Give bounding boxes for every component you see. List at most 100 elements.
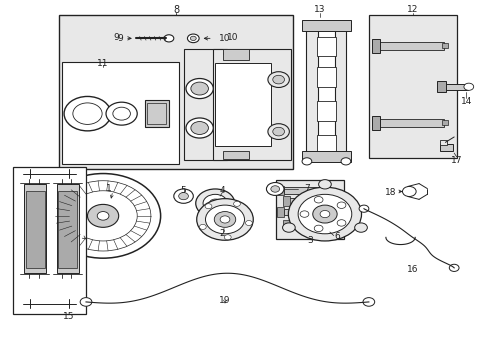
Bar bbox=[215, 63, 271, 146]
Text: 9: 9 bbox=[117, 34, 123, 43]
Text: 6: 6 bbox=[334, 232, 339, 241]
Circle shape bbox=[187, 34, 199, 42]
Bar bbox=[25, 191, 44, 268]
Circle shape bbox=[87, 204, 119, 227]
Bar bbox=[334, 24, 345, 158]
Circle shape bbox=[354, 223, 366, 232]
Circle shape bbox=[69, 191, 137, 241]
Bar bbox=[283, 187, 329, 194]
Text: 10: 10 bbox=[219, 34, 230, 43]
Bar bbox=[436, 81, 445, 92]
Circle shape bbox=[336, 202, 345, 208]
Text: 7: 7 bbox=[304, 184, 309, 193]
Circle shape bbox=[314, 225, 323, 231]
Bar bbox=[378, 42, 444, 50]
Bar bbox=[277, 207, 284, 217]
Circle shape bbox=[185, 78, 213, 99]
Circle shape bbox=[190, 82, 208, 95]
Circle shape bbox=[340, 158, 350, 165]
Bar bbox=[439, 144, 452, 151]
Bar bbox=[144, 100, 168, 127]
Bar bbox=[316, 101, 335, 121]
Text: 11: 11 bbox=[97, 59, 109, 68]
Circle shape bbox=[302, 158, 311, 165]
Bar bbox=[441, 42, 447, 48]
Circle shape bbox=[233, 201, 240, 206]
Bar bbox=[59, 15, 293, 169]
Circle shape bbox=[272, 127, 284, 136]
Circle shape bbox=[267, 124, 289, 139]
Circle shape bbox=[203, 194, 227, 212]
Text: 19: 19 bbox=[219, 296, 230, 305]
Circle shape bbox=[73, 103, 102, 125]
Text: 12: 12 bbox=[406, 5, 418, 14]
Text: 13: 13 bbox=[314, 5, 325, 14]
Circle shape bbox=[196, 199, 253, 240]
Bar bbox=[378, 119, 444, 127]
Bar bbox=[57, 184, 79, 273]
Bar bbox=[306, 24, 317, 158]
Text: 8: 8 bbox=[173, 5, 179, 15]
Circle shape bbox=[267, 72, 289, 87]
Circle shape bbox=[272, 75, 284, 84]
Circle shape bbox=[448, 264, 458, 271]
Bar bbox=[61, 62, 178, 164]
Text: 3: 3 bbox=[307, 237, 312, 246]
Text: 16: 16 bbox=[406, 265, 418, 274]
Circle shape bbox=[55, 181, 151, 251]
Circle shape bbox=[205, 205, 244, 234]
Circle shape bbox=[336, 220, 345, 226]
Bar bbox=[316, 37, 335, 56]
Bar bbox=[58, 191, 77, 268]
Bar bbox=[147, 103, 166, 125]
Bar bbox=[302, 21, 350, 31]
Circle shape bbox=[362, 298, 374, 306]
Circle shape bbox=[45, 174, 160, 258]
Circle shape bbox=[224, 49, 235, 58]
Circle shape bbox=[97, 212, 109, 220]
Bar bbox=[439, 140, 446, 145]
Text: 10: 10 bbox=[226, 33, 238, 42]
Circle shape bbox=[220, 216, 229, 223]
Circle shape bbox=[224, 235, 231, 240]
Circle shape bbox=[178, 193, 188, 200]
Bar bbox=[283, 197, 290, 206]
Circle shape bbox=[245, 220, 252, 225]
Bar bbox=[368, 15, 456, 158]
Bar bbox=[316, 67, 335, 87]
Bar bbox=[444, 84, 467, 90]
Circle shape bbox=[266, 183, 284, 195]
Circle shape bbox=[190, 36, 196, 41]
Circle shape bbox=[190, 122, 208, 134]
Text: 1: 1 bbox=[106, 184, 112, 193]
Bar bbox=[371, 39, 379, 53]
Circle shape bbox=[163, 35, 173, 42]
Bar bbox=[183, 49, 227, 160]
Circle shape bbox=[320, 211, 329, 218]
Circle shape bbox=[463, 83, 473, 90]
Bar bbox=[24, 184, 46, 273]
Text: 17: 17 bbox=[450, 156, 462, 165]
Text: 5: 5 bbox=[180, 186, 186, 195]
Circle shape bbox=[214, 212, 235, 227]
Circle shape bbox=[80, 298, 92, 306]
Circle shape bbox=[199, 224, 206, 229]
Text: 14: 14 bbox=[460, 96, 471, 105]
Circle shape bbox=[300, 211, 308, 217]
Bar bbox=[222, 49, 249, 60]
Bar bbox=[371, 116, 379, 130]
Circle shape bbox=[113, 107, 130, 120]
Circle shape bbox=[298, 194, 351, 234]
Circle shape bbox=[314, 197, 323, 203]
Circle shape bbox=[195, 189, 234, 218]
Text: 4: 4 bbox=[219, 186, 225, 195]
Bar bbox=[222, 151, 249, 159]
Text: 2: 2 bbox=[219, 229, 225, 238]
Bar bbox=[289, 198, 335, 204]
Text: 15: 15 bbox=[63, 312, 75, 321]
Bar bbox=[283, 209, 329, 215]
Bar bbox=[316, 135, 335, 155]
Bar bbox=[277, 186, 284, 195]
Circle shape bbox=[185, 118, 213, 138]
Bar bbox=[441, 120, 447, 126]
